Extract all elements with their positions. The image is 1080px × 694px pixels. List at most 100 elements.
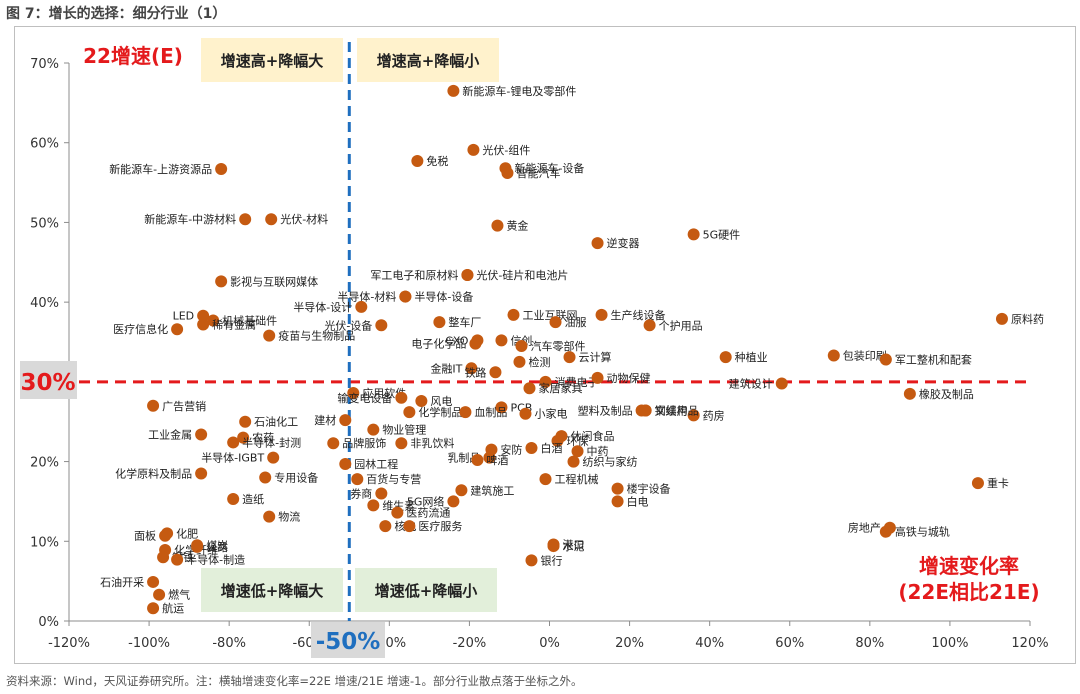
scatter-point[interactable] bbox=[267, 451, 280, 464]
scatter-point[interactable] bbox=[971, 477, 984, 490]
scatter-point[interactable] bbox=[611, 482, 624, 495]
scatter-point[interactable] bbox=[403, 520, 416, 533]
scatter-point[interactable] bbox=[339, 414, 352, 427]
scatter-point[interactable] bbox=[391, 506, 404, 519]
scatter-point[interactable] bbox=[237, 431, 250, 444]
scatter-point[interactable] bbox=[483, 451, 496, 464]
scatter-point[interactable] bbox=[459, 406, 472, 419]
scatter-point[interactable] bbox=[515, 339, 528, 352]
scatter-point[interactable] bbox=[525, 442, 538, 455]
scatter-point[interactable] bbox=[827, 349, 840, 362]
scatter-point[interactable] bbox=[433, 316, 446, 329]
scatter-point[interactable] bbox=[147, 399, 160, 412]
scatter-point[interactable] bbox=[191, 540, 204, 553]
scatter-point[interactable] bbox=[215, 275, 228, 288]
scatter-point[interactable] bbox=[519, 407, 532, 420]
scatter-point[interactable] bbox=[239, 213, 252, 226]
scatter-point[interactable] bbox=[549, 316, 562, 329]
scatter-point[interactable] bbox=[539, 375, 552, 388]
scatter-point[interactable] bbox=[147, 575, 160, 588]
scatter-point[interactable] bbox=[367, 499, 380, 512]
scatter-point[interactable] bbox=[501, 167, 514, 180]
scatter-point[interactable] bbox=[239, 415, 252, 428]
scatter-point[interactable] bbox=[399, 290, 412, 303]
vline-label: -50% bbox=[316, 629, 381, 655]
scatter-point[interactable] bbox=[611, 495, 624, 508]
scatter-point-label: 影视与互联网媒体 bbox=[230, 274, 318, 288]
scatter-point[interactable] bbox=[195, 467, 208, 480]
scatter-point[interactable] bbox=[489, 366, 502, 379]
scatter-point[interactable] bbox=[153, 588, 166, 601]
scatter-point[interactable] bbox=[591, 237, 604, 250]
scatter-point[interactable] bbox=[447, 84, 460, 97]
scatter-point[interactable] bbox=[265, 213, 278, 226]
scatter-point[interactable] bbox=[147, 602, 160, 615]
scatter-point[interactable] bbox=[547, 540, 560, 553]
scatter-point-label: 券商 bbox=[350, 486, 372, 500]
scatter-point[interactable] bbox=[719, 351, 732, 364]
scatter-point[interactable] bbox=[467, 143, 480, 156]
scatter-point[interactable] bbox=[687, 228, 700, 241]
scatter-point[interactable] bbox=[525, 554, 538, 567]
scatter-point[interactable] bbox=[227, 436, 240, 449]
scatter-point[interactable] bbox=[195, 428, 208, 441]
scatter-point[interactable] bbox=[351, 473, 364, 486]
scatter-point[interactable] bbox=[491, 219, 504, 232]
scatter-point[interactable] bbox=[375, 487, 388, 500]
scatter-point[interactable] bbox=[403, 406, 416, 419]
scatter-point[interactable] bbox=[539, 473, 552, 486]
scatter-point[interactable] bbox=[883, 521, 896, 534]
scatter-point[interactable] bbox=[461, 269, 474, 282]
scatter-point[interactable] bbox=[879, 353, 892, 366]
x-tick-label: -20% bbox=[453, 636, 487, 651]
scatter-point[interactable] bbox=[775, 377, 788, 390]
scatter-point[interactable] bbox=[227, 493, 240, 506]
scatter-point[interactable] bbox=[523, 382, 536, 395]
scatter-point[interactable] bbox=[215, 163, 228, 176]
scatter-point[interactable] bbox=[259, 471, 272, 484]
scatter-point[interactable] bbox=[157, 551, 170, 564]
scatter-point[interactable] bbox=[379, 520, 392, 533]
scatter-point[interactable] bbox=[507, 308, 520, 321]
scatter-point[interactable] bbox=[995, 312, 1008, 325]
scatter-point[interactable] bbox=[367, 423, 380, 436]
scatter-point[interactable] bbox=[567, 455, 580, 468]
scatter-point[interactable] bbox=[263, 510, 276, 523]
scatter-point-label: 电子化学品 bbox=[411, 337, 466, 351]
scatter-point[interactable] bbox=[903, 387, 916, 400]
scatter-point[interactable] bbox=[263, 329, 276, 342]
scatter-point[interactable] bbox=[207, 314, 220, 327]
scatter-point[interactable] bbox=[471, 334, 484, 347]
scatter-point[interactable] bbox=[465, 362, 478, 375]
scatter-point[interactable] bbox=[455, 484, 468, 497]
scatter-point[interactable] bbox=[643, 319, 656, 332]
scatter-point[interactable] bbox=[375, 319, 388, 332]
scatter-point[interactable] bbox=[595, 308, 608, 321]
scatter-point[interactable] bbox=[447, 495, 460, 508]
scatter-point[interactable] bbox=[347, 387, 360, 400]
scatter-point[interactable] bbox=[395, 437, 408, 450]
scatter-point[interactable] bbox=[411, 155, 424, 168]
scatter-point[interactable] bbox=[327, 437, 340, 450]
scatter-point[interactable] bbox=[495, 334, 508, 347]
scatter-point[interactable] bbox=[513, 355, 526, 368]
scatter-point[interactable] bbox=[355, 300, 368, 313]
scatter-point[interactable] bbox=[415, 394, 428, 407]
scatter-point[interactable] bbox=[197, 318, 210, 331]
scatter-point[interactable] bbox=[591, 371, 604, 384]
scatter-point[interactable] bbox=[471, 453, 484, 466]
scatter-point[interactable] bbox=[571, 445, 584, 458]
scatter-point[interactable] bbox=[639, 404, 652, 417]
scatter-point[interactable] bbox=[495, 401, 508, 414]
scatter-point[interactable] bbox=[197, 309, 210, 322]
scatter-point[interactable] bbox=[551, 434, 564, 447]
scatter-point-label: 医疗信息化 bbox=[113, 322, 168, 336]
scatter-point[interactable] bbox=[339, 457, 352, 470]
scatter-point[interactable] bbox=[563, 351, 576, 364]
scatter-point[interactable] bbox=[161, 527, 174, 540]
scatter-point[interactable] bbox=[171, 323, 184, 336]
scatter-point[interactable] bbox=[171, 553, 184, 566]
scatter-point[interactable] bbox=[687, 409, 700, 422]
scatter-point[interactable] bbox=[395, 391, 408, 404]
scatter-point-label: 广告营销 bbox=[162, 399, 206, 413]
